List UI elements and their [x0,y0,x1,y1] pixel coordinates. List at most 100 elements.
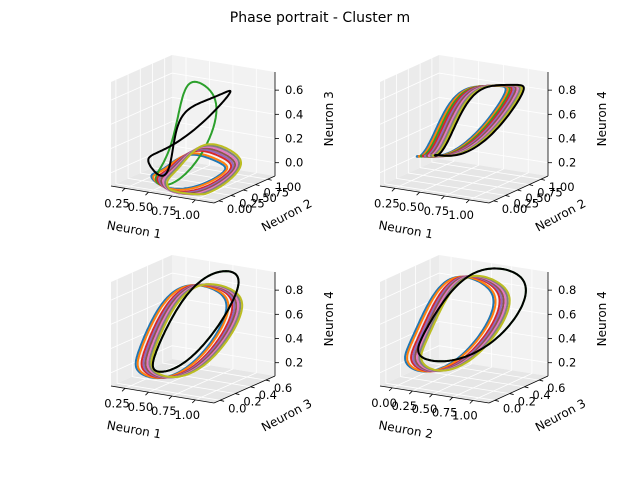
y-tick-mark [529,184,534,187]
grid-line-y [384,79,494,202]
grid-line-z [379,345,549,374]
y-tick-label: 0.2 [243,395,261,409]
z-tick-label: 0.4 [558,132,576,146]
grid-line-z [379,272,549,301]
z-tick-label: 0.4 [558,332,576,346]
x-tick-label: 0.00 [371,396,397,410]
y-tick-mark [230,195,236,197]
trajectory-series-2 [136,284,230,379]
y-tick-mark [517,189,522,192]
z-tick-label: 0.8 [558,283,576,297]
x-tick-mark [469,400,474,404]
y-tick-mark [255,184,260,187]
y-tick-label: 0.00 [227,202,253,216]
y-tick-label: 0.25 [239,196,265,210]
x-tick-mark [145,391,149,396]
z-tick-label: 0.6 [558,107,576,121]
grid-line-y [431,58,541,180]
grid-line-y [115,79,219,202]
x-tick-mark [429,393,433,398]
x-tick-label: 0.25 [374,196,400,210]
x-tick-label: 0.50 [399,200,425,214]
y-tick-mark [265,379,270,382]
y-tick-label: 0.6 [274,381,292,395]
grid-line-y [385,279,495,401]
x-tick-label: 0.75 [151,404,177,418]
x-tick-mark [191,399,196,404]
x-axis-label: Neuron 1 [377,218,434,241]
x-axis-label: Neuron 1 [106,218,163,241]
z-axis-label: Neuron 3 [322,91,336,146]
grid-line-y [116,279,221,401]
x-tick-label: 0.25 [104,196,130,210]
y-tick-mark [220,399,225,402]
grid-line-z [110,96,276,125]
x-tick-mark [388,387,393,392]
grid-line-y [407,69,518,191]
x-tick-mark [409,390,413,395]
trajectory-series-10 [433,83,525,157]
trajectory-series-3 [154,80,218,187]
grid-line-x [432,263,492,395]
grid-line-y [400,272,510,394]
z-tick-label: 0.4 [285,332,303,346]
z-axis-label: Neuron 4 [595,91,609,146]
pane-left [380,255,439,386]
z-axis-label: Neuron 4 [595,291,609,346]
trajectory-series-10 [147,89,232,177]
grid-line-z [110,72,276,101]
z-tick-label: 0.2 [558,356,576,370]
y-tick-mark [539,379,544,382]
grid-line-z [110,121,276,149]
x-tick-label: 0.50 [412,402,438,416]
y-tick-label: 1.00 [276,180,302,194]
subplot-n1-n2-n4: 0.25 0.50 0.75 1.00 0.000.250.500.751.000.20… [374,55,609,241]
y-axis-line [488,175,549,204]
grid-line-z [110,345,276,374]
y-tick-mark [218,200,223,203]
x-tick-label: 0.50 [128,200,154,214]
y-axis-line [488,375,549,404]
z-axis-label: Neuron 4 [322,291,336,346]
grid-line-z [379,321,549,349]
y-tick-label: 0.50 [525,191,551,205]
z-tick-label: 0.4 [285,107,303,121]
pane-back [439,255,548,376]
z-tick-label: 0.2 [285,356,303,370]
grid-line-x [452,266,513,398]
x-axis-line [110,185,215,204]
y-tick-mark [505,195,510,197]
y-tick-label: 0.4 [532,388,550,402]
x-tick-mark [391,188,396,192]
grid-line-x [148,261,210,393]
x-axis-line [379,185,490,204]
x-tick-mark [441,195,445,200]
y-tick-label: 0.2 [518,395,536,409]
trajectory-series-2 [152,152,229,191]
trajectory-series-10 [417,267,527,363]
y-tick-mark [493,200,498,203]
x-tick-label: 1.00 [174,408,200,422]
pane-back [172,55,275,176]
x-axis-label: Neuron 1 [106,418,163,441]
y-tick-mark [540,178,546,181]
y-tick-label: 0.75 [537,186,563,200]
z-tick-label: 0.2 [285,132,303,146]
subplot-n1-n2-n3: 0.250.500.751.00 0.000.250.500.751.000.00… [104,55,336,241]
y-tick-mark [267,178,272,181]
grid-line-x [195,68,257,201]
y-tick-mark [235,393,240,395]
x-tick-mark [449,397,453,401]
grid-line-y [429,259,540,381]
grid-line-x [195,268,257,401]
grid-line-x [412,260,472,392]
trajectory-series-9 [420,274,511,372]
y-tick-label: 0.00 [502,202,528,216]
x-axis-line [379,385,490,404]
grid-line-y [396,74,506,196]
pane-back [172,255,275,376]
subplot-n2-n3-n4: 0.000.250.500.751.000.00.20.40.60.20.40.… [371,255,609,441]
x-tick-label: 0.50 [128,400,154,414]
x-tick-label: 1.00 [448,208,474,222]
